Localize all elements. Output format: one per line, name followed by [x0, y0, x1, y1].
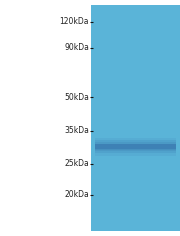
Text: 50kDa: 50kDa [64, 93, 89, 102]
Text: 35kDa: 35kDa [64, 126, 89, 135]
Bar [94, 144, 176, 150]
Text: 20kDa: 20kDa [64, 190, 89, 199]
Bar [94, 140, 176, 153]
Text: 120kDa: 120kDa [60, 17, 89, 26]
Bar [94, 138, 176, 156]
Text: 25kDa: 25kDa [64, 159, 89, 168]
Bar [94, 142, 176, 152]
Bar [91, 5, 180, 231]
Text: 90kDa: 90kDa [64, 43, 89, 52]
Bar [94, 144, 176, 149]
